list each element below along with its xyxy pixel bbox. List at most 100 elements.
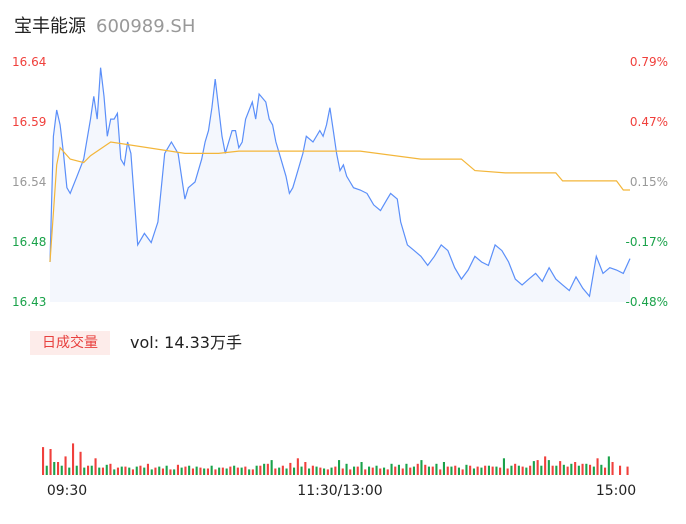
volume-bar (338, 460, 341, 475)
volume-bar (566, 466, 569, 475)
volume-bar (371, 467, 374, 475)
percent-tick-label: 0.79% (630, 55, 668, 69)
volume-bar (465, 464, 468, 475)
volume-bar (176, 464, 179, 475)
volume-bar (364, 469, 367, 475)
volume-bar (120, 466, 123, 475)
volume-bar (334, 466, 337, 475)
volume-bar (146, 463, 149, 475)
volume-bar (270, 460, 273, 475)
volume-bar (87, 465, 90, 475)
volume-bar (412, 466, 415, 475)
volume-bar (113, 469, 116, 475)
volume-bar (532, 461, 535, 475)
volume-bar (360, 462, 363, 475)
volume-bar (394, 466, 397, 475)
volume-bar (442, 462, 445, 475)
volume-bar (330, 467, 333, 475)
volume-bar (240, 467, 243, 475)
volume-bar (461, 469, 464, 475)
volume-bar (405, 463, 408, 475)
volume-bar (431, 466, 434, 475)
volume-bar (64, 456, 67, 475)
volume-bar (218, 467, 221, 475)
volume-bar (45, 465, 48, 475)
average-price-line (49, 141, 630, 263)
volume-bar (386, 469, 389, 475)
volume-bar (495, 466, 498, 475)
price-tick-label: 16.48 (12, 235, 46, 249)
volume-bar (536, 460, 539, 475)
volume-bar (540, 465, 543, 475)
volume-bar (83, 467, 86, 475)
volume-bar (101, 467, 104, 475)
volume-bar (94, 458, 97, 475)
volume-bar (319, 467, 322, 475)
volume-bar (619, 465, 622, 475)
volume-bar (42, 447, 45, 475)
volume-bar (450, 466, 453, 475)
time-tick-label: 09:30 (47, 483, 87, 499)
volume-bar (368, 466, 371, 475)
volume-bar (510, 465, 513, 475)
volume-bar (289, 462, 292, 475)
volume-bar (484, 465, 487, 475)
price-tick-label: 16.64 (12, 55, 46, 69)
volume-bar (221, 467, 224, 475)
volume-bar (195, 466, 198, 475)
volume-bar (188, 465, 191, 475)
volume-bar (229, 466, 232, 475)
volume-bar (203, 468, 206, 475)
stock-title: 宝丰能源 600989.SH (14, 12, 195, 38)
volume-bar (416, 463, 419, 475)
volume-bar (375, 465, 378, 475)
volume-bar (491, 466, 494, 475)
volume-bar (263, 463, 266, 475)
volume-bar (581, 463, 584, 475)
volume-bar (60, 465, 63, 475)
volume-bar (105, 464, 108, 475)
volume-bar (559, 461, 562, 475)
volume-bar (308, 468, 311, 475)
volume-bar (233, 465, 236, 475)
volume-bar (547, 460, 550, 475)
volume-bar (356, 466, 359, 475)
volume-bar (600, 464, 603, 475)
time-tick-label: 15:00 (596, 483, 636, 499)
volume-bar (585, 463, 588, 475)
volume-bar (255, 465, 258, 475)
volume-bar (281, 465, 284, 475)
volume-bar (472, 468, 475, 475)
volume-bar (570, 463, 573, 475)
volume-bar (311, 465, 314, 475)
volume-bar (626, 466, 629, 475)
volume-bar (139, 465, 142, 475)
volume-bar (521, 466, 524, 475)
volume-bar (592, 466, 595, 475)
volume-bar (480, 467, 483, 475)
volume-bar (154, 467, 157, 475)
volume-bar (502, 458, 505, 475)
percent-tick-label: 0.47% (630, 115, 668, 129)
volume-bar (266, 463, 269, 475)
volume-bar (143, 467, 146, 475)
volume-bar (514, 463, 517, 475)
volume-bar (98, 467, 101, 475)
volume-bar (544, 456, 547, 475)
volume-bar (180, 467, 183, 475)
volume-bar (345, 463, 348, 475)
volume-bar (109, 463, 112, 475)
stock-code: 600989.SH (96, 16, 196, 37)
daily-volume-tab[interactable]: 日成交量 (30, 331, 110, 355)
volume-bar (259, 465, 262, 475)
volume-bar (315, 466, 318, 475)
time-tick-label: 11:30/13:00 (297, 483, 382, 499)
volume-bar (296, 458, 299, 475)
volume-bar (551, 465, 554, 475)
volume-bar (53, 462, 56, 475)
price-area (50, 67, 630, 302)
volume-bar (150, 469, 153, 475)
price-tick-label: 16.54 (12, 175, 46, 189)
volume-bar (165, 465, 168, 475)
volume-bar (184, 466, 187, 475)
